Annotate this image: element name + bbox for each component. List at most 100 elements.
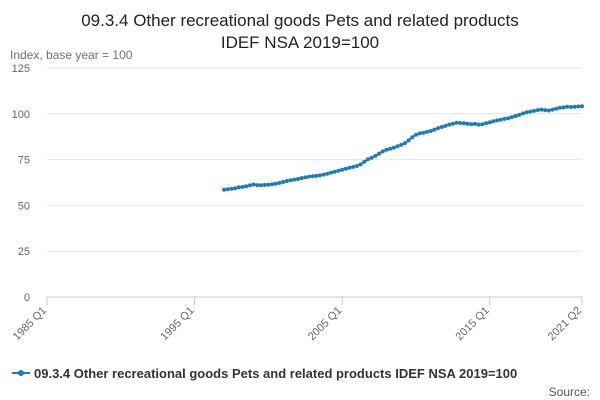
- data-point[interactable]: [295, 177, 300, 181]
- data-point[interactable]: [259, 183, 263, 188]
- data-point[interactable]: [473, 121, 477, 126]
- data-point[interactable]: [318, 173, 322, 178]
- data-point[interactable]: [572, 104, 577, 109]
- data-point[interactable]: [454, 120, 459, 125]
- data-point[interactable]: [299, 176, 304, 181]
- data-point[interactable]: [336, 168, 341, 173]
- data-point[interactable]: [236, 185, 241, 190]
- data-point[interactable]: [410, 135, 415, 140]
- data-point[interactable]: [303, 175, 308, 180]
- data-point[interactable]: [495, 118, 500, 123]
- data-point[interactable]: [509, 115, 514, 120]
- data-point[interactable]: [340, 167, 345, 172]
- data-point[interactable]: [532, 108, 536, 113]
- data-point[interactable]: [461, 121, 466, 126]
- data-point[interactable]: [476, 122, 481, 127]
- data-point[interactable]: [432, 127, 437, 132]
- data-point[interactable]: [554, 106, 559, 111]
- data-point[interactable]: [244, 184, 249, 189]
- data-point[interactable]: [288, 178, 293, 183]
- data-point[interactable]: [284, 179, 289, 183]
- data-point[interactable]: [240, 184, 245, 189]
- data-point[interactable]: [255, 183, 260, 188]
- data-point[interactable]: [436, 126, 441, 131]
- data-point[interactable]: [450, 121, 455, 126]
- data-point[interactable]: [354, 164, 359, 168]
- data-point[interactable]: [277, 180, 282, 185]
- data-point[interactable]: [307, 174, 311, 179]
- data-point[interactable]: [329, 170, 334, 175]
- data-point[interactable]: [366, 157, 370, 162]
- data-point[interactable]: [521, 111, 525, 116]
- data-point[interactable]: [576, 104, 581, 109]
- data-point[interactable]: [384, 147, 389, 152]
- data-point[interactable]: [458, 121, 463, 125]
- x-tick-label: 1985 Q1: [11, 305, 49, 343]
- data-point[interactable]: [550, 107, 555, 112]
- data-point[interactable]: [484, 121, 489, 126]
- data-point[interactable]: [513, 114, 518, 118]
- data-point[interactable]: [358, 162, 363, 167]
- data-point[interactable]: [414, 132, 418, 137]
- data-point[interactable]: [251, 182, 256, 187]
- data-point[interactable]: [362, 159, 367, 164]
- data-point[interactable]: [391, 145, 396, 150]
- data-point[interactable]: [314, 173, 319, 178]
- data-point[interactable]: [266, 182, 271, 187]
- data-point[interactable]: [395, 144, 400, 149]
- data-point[interactable]: [380, 149, 385, 154]
- data-point[interactable]: [439, 125, 444, 129]
- data-point[interactable]: [517, 112, 522, 117]
- data-point[interactable]: [498, 117, 503, 122]
- data-point[interactable]: [491, 119, 496, 124]
- data-point[interactable]: [377, 151, 382, 156]
- data-point[interactable]: [506, 116, 511, 121]
- data-point[interactable]: [292, 177, 297, 182]
- data-point[interactable]: [561, 105, 566, 110]
- data-point[interactable]: [469, 122, 474, 127]
- data-point[interactable]: [225, 187, 230, 192]
- data-point[interactable]: [347, 165, 352, 170]
- data-point[interactable]: [399, 142, 404, 147]
- data-point[interactable]: [428, 129, 433, 133]
- data-point[interactable]: [557, 105, 562, 110]
- data-point[interactable]: [402, 141, 407, 146]
- data-point[interactable]: [247, 183, 252, 188]
- data-point[interactable]: [565, 104, 570, 109]
- data-point[interactable]: [443, 123, 448, 128]
- data-point[interactable]: [406, 138, 411, 143]
- data-point[interactable]: [373, 153, 378, 158]
- data-point[interactable]: [273, 181, 278, 186]
- data-point[interactable]: [325, 171, 330, 176]
- data-point[interactable]: [351, 164, 356, 169]
- data-point[interactable]: [447, 122, 452, 127]
- data-point[interactable]: [233, 186, 238, 191]
- data-point[interactable]: [543, 108, 548, 113]
- data-point[interactable]: [568, 105, 573, 109]
- data-point[interactable]: [262, 182, 267, 187]
- data-point[interactable]: [310, 174, 315, 179]
- data-point[interactable]: [480, 122, 485, 127]
- data-point[interactable]: [502, 116, 507, 121]
- data-point[interactable]: [321, 172, 326, 177]
- data-point[interactable]: [332, 169, 337, 174]
- data-point[interactable]: [535, 108, 540, 113]
- legend[interactable]: 09.3.4 Other recreational goods Pets and…: [12, 366, 517, 381]
- data-point[interactable]: [528, 109, 533, 114]
- data-point[interactable]: [421, 130, 426, 135]
- data-point[interactable]: [229, 186, 234, 191]
- data-point[interactable]: [487, 120, 492, 125]
- data-point[interactable]: [539, 107, 544, 112]
- data-point[interactable]: [580, 104, 584, 109]
- data-point[interactable]: [546, 108, 551, 113]
- data-point[interactable]: [465, 121, 470, 126]
- data-point[interactable]: [343, 166, 348, 171]
- data-point[interactable]: [425, 129, 429, 134]
- data-point[interactable]: [417, 131, 422, 136]
- data-point[interactable]: [388, 146, 393, 151]
- data-point[interactable]: [270, 182, 275, 187]
- data-point[interactable]: [524, 110, 529, 115]
- data-point[interactable]: [281, 180, 286, 184]
- data-point[interactable]: [369, 155, 374, 160]
- data-point[interactable]: [222, 187, 227, 192]
